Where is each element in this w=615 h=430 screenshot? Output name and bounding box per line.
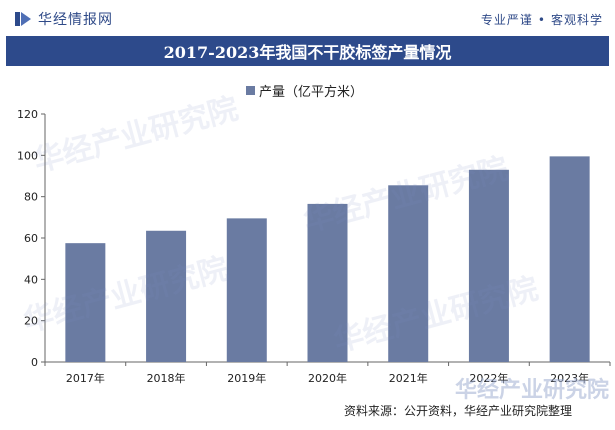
x-tick-label: 2022年	[469, 371, 508, 385]
bar	[307, 203, 348, 362]
y-tick-label: 120	[17, 108, 38, 121]
brand-name: 华经情报网	[38, 12, 113, 28]
brand[interactable]: 华经情报网	[14, 9, 113, 29]
top-bar: 华经情报网 专业严谨 • 客观科学	[0, 0, 615, 36]
x-tick-label: 2017年	[66, 371, 105, 385]
bar-chart: 0 20 40 60 80 100 120 2017年 2018年 2019年 2020年 2021年…	[17, 108, 611, 385]
bar	[226, 218, 267, 362]
bar	[549, 156, 590, 362]
bar	[468, 169, 509, 362]
y-tick-label: 60	[24, 232, 38, 245]
legend-label: 产量（亿平方米）	[259, 85, 364, 100]
slogan-left: 专业严谨	[480, 13, 533, 27]
y-tick-label: 80	[24, 191, 38, 204]
x-tick-label: 2019年	[227, 371, 266, 385]
chart-legend: 产量（亿平方米）	[246, 81, 363, 100]
x-tick-label: 2021年	[389, 371, 428, 385]
chart-title: 2017-2023年我国不干胶标签产量情况	[163, 43, 452, 62]
bar	[146, 230, 187, 362]
x-tick-label: 2020年	[308, 371, 347, 385]
x-tick-label: 2018年	[147, 371, 186, 385]
slogan-right: 客观科学	[550, 13, 603, 27]
y-tick-label: 0	[31, 356, 38, 369]
legend-swatch	[246, 86, 255, 95]
bar	[65, 243, 106, 362]
y-tick-label: 40	[24, 273, 38, 286]
x-tick-label: 2023年	[550, 371, 589, 385]
slogan-separator: •	[537, 13, 546, 27]
y-tick-label: 100	[17, 149, 38, 162]
brand-logo-icon	[15, 12, 31, 26]
y-tick-label: 20	[24, 315, 38, 328]
source-note: 资料来源：公开资料，华经产业研究院整理	[344, 404, 573, 418]
bar	[388, 185, 429, 362]
chart-title-bar: 2017-2023年我国不干胶标签产量情况	[6, 36, 609, 66]
slogan: 专业严谨 • 客观科学	[481, 11, 603, 28]
